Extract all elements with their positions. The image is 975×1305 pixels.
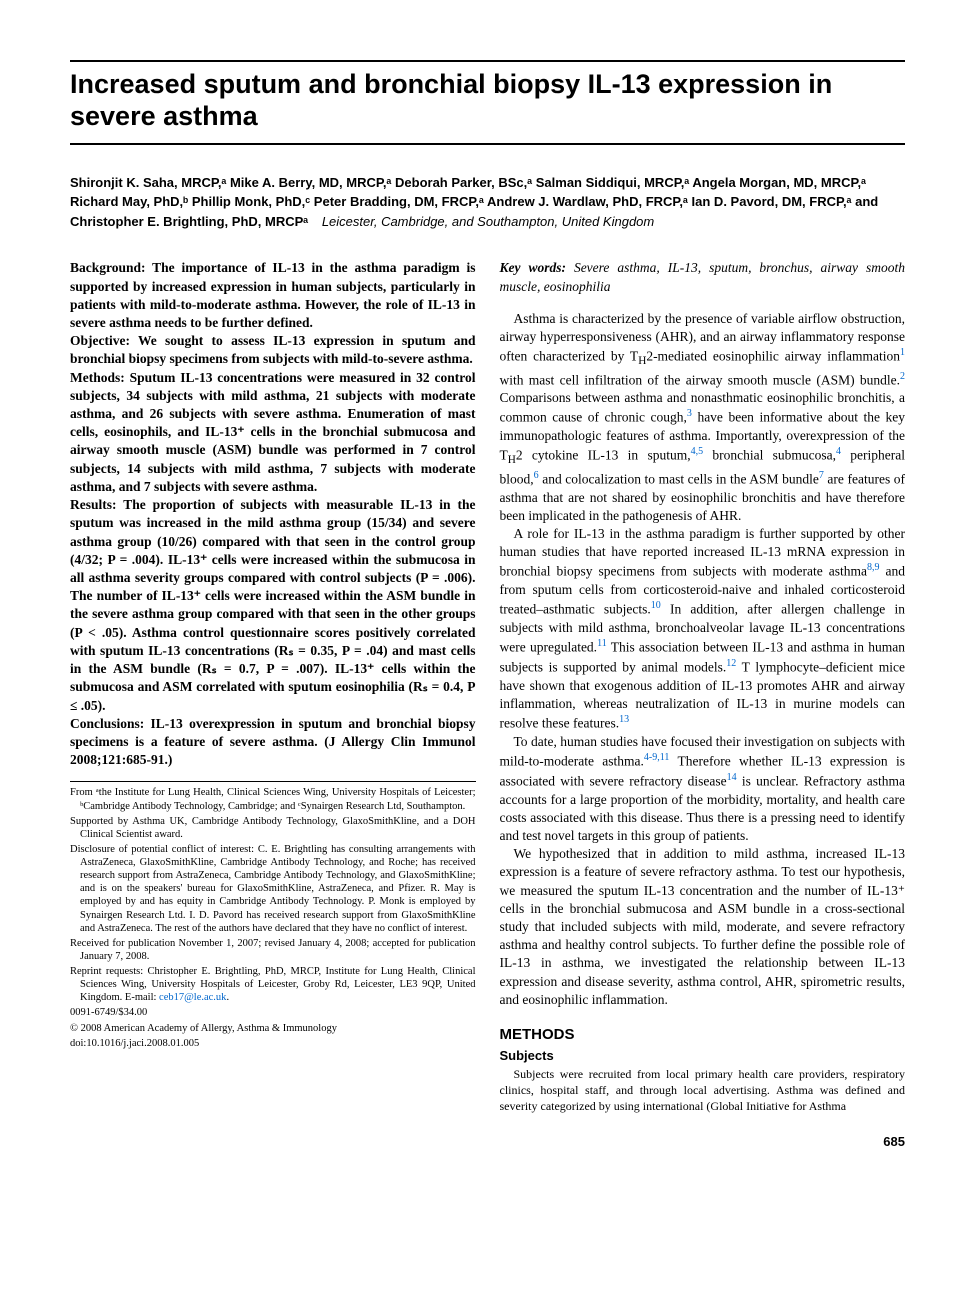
intro-para-3: To date, human studies have focused thei… <box>500 733 906 845</box>
abstract-methods: Methods: Sputum IL-13 concentrations wer… <box>70 369 476 497</box>
ref-2[interactable]: 2 <box>900 371 905 382</box>
footnote-supported: Supported by Asthma UK, Cambridge Antibo… <box>70 815 476 841</box>
abstract-background: Background: The importance of IL-13 in t… <box>70 259 476 332</box>
footnote-reprint: Reprint requests: Christopher E. Brightl… <box>70 965 476 1004</box>
methods-body: Subjects were recruited from local prima… <box>500 1066 906 1115</box>
keywords: Key words: Severe asthma, IL-13, sputum,… <box>500 259 906 295</box>
ref-13[interactable]: 13 <box>619 714 629 725</box>
ref-1[interactable]: 1 <box>900 347 905 358</box>
methods-heading: METHODS <box>500 1025 906 1045</box>
ref-11[interactable]: 11 <box>597 638 607 649</box>
footnote-doi: doi:10.1016/j.jaci.2008.01.005 <box>70 1037 476 1050</box>
methods-subheading: Subjects <box>500 1047 906 1065</box>
ref-10[interactable]: 10 <box>651 600 661 611</box>
ref-12[interactable]: 12 <box>726 658 736 669</box>
author-block: Shironjit K. Saha, MRCP,ᵃ Mike A. Berry,… <box>70 173 905 232</box>
article-title: Increased sputum and bronchial biopsy IL… <box>70 60 905 145</box>
footnote-copyright: © 2008 American Academy of Allergy, Asth… <box>70 1022 476 1035</box>
footnote-received: Received for publication November 1, 200… <box>70 937 476 963</box>
ref-8-9[interactable]: 8,9 <box>867 562 880 573</box>
intro-para-4: We hypothesized that in addition to mild… <box>500 845 906 1009</box>
ref-14[interactable]: 14 <box>727 772 737 783</box>
reprint-email-link[interactable]: ceb17@le.ac.uk <box>159 992 226 1003</box>
abstract-objective: Objective: We sought to assess IL-13 exp… <box>70 332 476 368</box>
ref-4-5[interactable]: 4,5 <box>691 446 704 457</box>
keywords-label: Key words: <box>500 260 566 275</box>
abstract: Background: The importance of IL-13 in t… <box>70 259 476 769</box>
abstract-results: Results: The proportion of subjects with… <box>70 496 476 715</box>
intro-para-1: Asthma is characterized by the presence … <box>500 310 906 525</box>
page-number: 685 <box>70 1134 905 1149</box>
intro-para-2: A role for IL-13 in the asthma paradigm … <box>500 525 906 733</box>
footnote-issn: 0091-6749/$34.00 <box>70 1006 476 1019</box>
footnote-disclosure: Disclosure of potential conflict of inte… <box>70 843 476 935</box>
ref-4-9-11[interactable]: 4-9,11 <box>644 752 669 763</box>
author-location: Leicester, Cambridge, and Southampton, U… <box>312 214 654 229</box>
footnote-from: From ᵃthe Institute for Lung Health, Cli… <box>70 786 476 812</box>
abstract-conclusions: Conclusions: IL-13 overexpression in spu… <box>70 715 476 770</box>
footnotes: From ᵃthe Institute for Lung Health, Cli… <box>70 781 476 1049</box>
